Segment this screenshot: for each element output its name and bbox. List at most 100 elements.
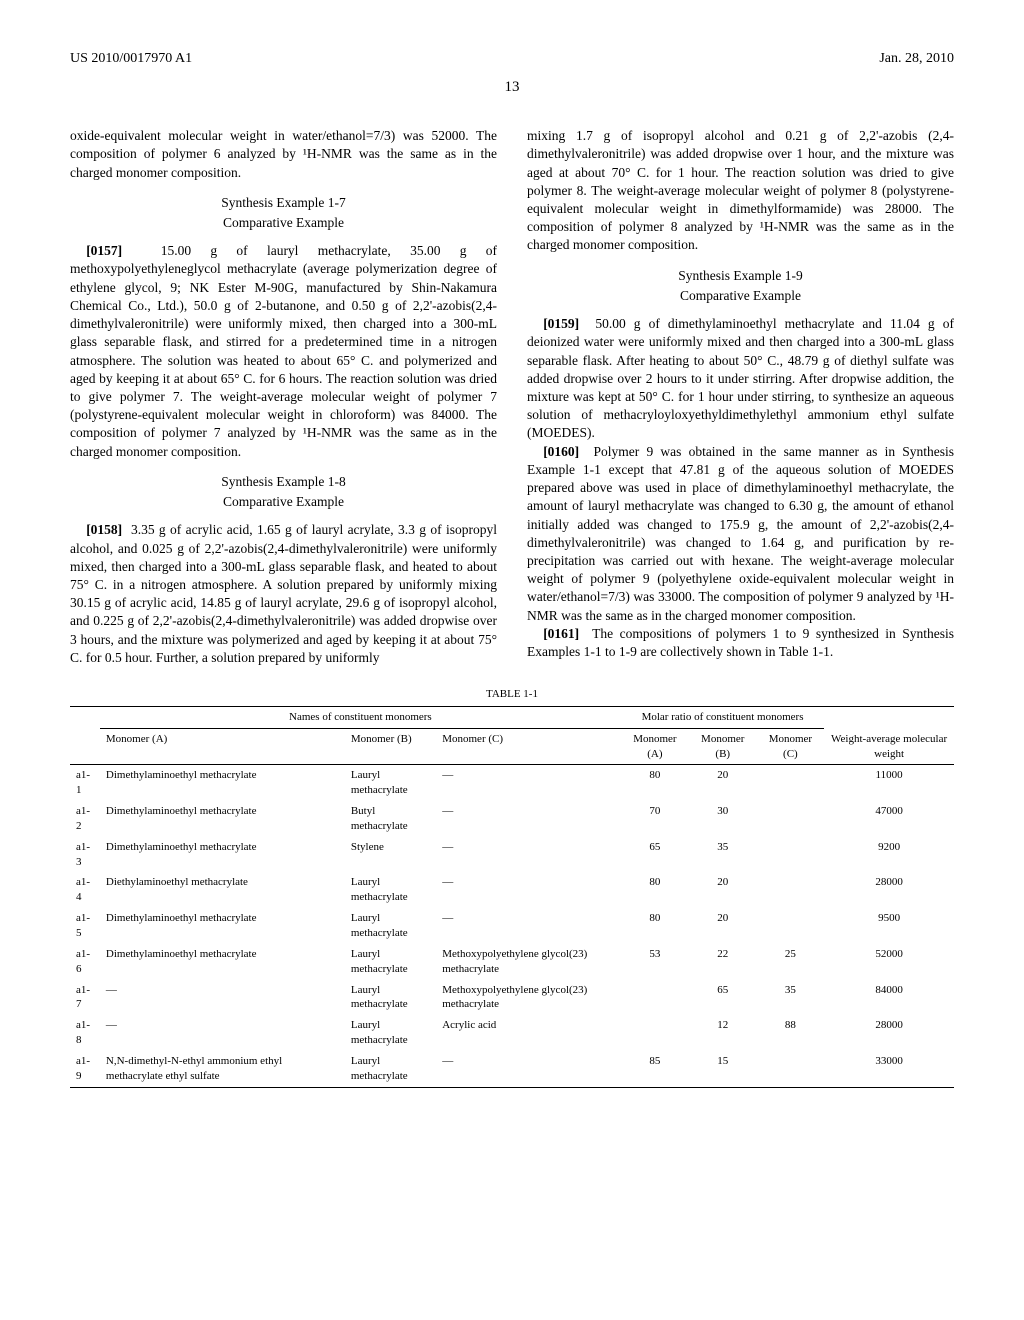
ratio-c: 25 [757,944,825,980]
monomer-c: Acrylic acid [436,1015,621,1051]
monomer-a: — [100,980,345,1016]
table-row: a1-3Dimethylaminoethyl methacrylateStyle… [70,837,954,873]
monomer-c: — [436,1051,621,1087]
paragraph-0161: [0161] The compositions of polymers 1 to… [527,625,954,661]
ratio-b: 22 [689,944,757,980]
row-id: a1-6 [70,944,100,980]
table-row: a1-8—Lauryl methacrylateAcrylic acid1288… [70,1015,954,1051]
ratio-c [757,1051,825,1087]
monomer-a: Diethylaminoethyl methacrylate [100,872,345,908]
ratio-c: 35 [757,980,825,1016]
ratio-a: 80 [621,872,689,908]
monomer-a: Dimethylaminoethyl methacrylate [100,944,345,980]
monomer-b: Lauryl methacrylate [345,908,436,944]
monomer-b: Lauryl methacrylate [345,980,436,1016]
ratio-c [757,837,825,873]
publication-date: Jan. 28, 2010 [879,50,954,69]
molecular-weight: 9200 [824,837,954,873]
ratio-b: 20 [689,908,757,944]
subheading-1-9: Comparative Example [527,287,954,305]
row-id: a1-8 [70,1015,100,1051]
ratio-a: 65 [621,837,689,873]
para-text-0157: 15.00 g of lauryl methacrylate, 35.00 g … [70,243,497,458]
row-id: a1-2 [70,801,100,837]
molecular-weight: 28000 [824,872,954,908]
ratio-a [621,1015,689,1051]
paragraph-0160: [0160] Polymer 9 was obtained in the sam… [527,443,954,625]
paragraph-cont: mixing 1.7 g of isopropyl alcohol and 0.… [527,127,954,255]
molecular-weight: 11000 [824,765,954,801]
table-caption: TABLE 1-1 [70,687,954,702]
molecular-weight: 47000 [824,801,954,837]
row-id: a1-7 [70,980,100,1016]
ratio-c: 88 [757,1015,825,1051]
ratio-a: 85 [621,1051,689,1087]
ratio-c [757,801,825,837]
ratio-c [757,872,825,908]
monomer-c: — [436,837,621,873]
para-text-0161: The compositions of polymers 1 to 9 synt… [527,626,954,659]
para-num-0158: [0158] [86,522,122,537]
monomer-c: — [436,801,621,837]
col-h-0 [70,728,100,765]
ratio-b: 65 [689,980,757,1016]
monomer-a: N,N-dimethyl-N-ethyl ammonium ethyl meth… [100,1051,345,1087]
table-row: a1-4Diethylaminoethyl methacrylateLauryl… [70,872,954,908]
molecular-weight: 33000 [824,1051,954,1087]
monomer-c: — [436,765,621,801]
monomer-c: Methoxypolyethylene glycol(23) methacryl… [436,980,621,1016]
group-header-row: Names of constituent monomers Molar rati… [70,707,954,728]
ratio-b: 30 [689,801,757,837]
ratio-a: 80 [621,765,689,801]
monomer-b: Lauryl methacrylate [345,944,436,980]
page-number: 13 [70,77,954,97]
monomer-a: Dimethylaminoethyl methacrylate [100,837,345,873]
monomer-a: Dimethylaminoethyl methacrylate [100,908,345,944]
page-header: US 2010/0017970 A1 Jan. 28, 2010 [70,50,954,69]
ratio-b: 20 [689,765,757,801]
para-num-0161: [0161] [543,626,579,641]
subheading-1-8: Comparative Example [70,493,497,511]
monomer-b: Lauryl methacrylate [345,872,436,908]
row-id: a1-3 [70,837,100,873]
paragraph-0159: [0159] 50.00 g of dimethylaminoethyl met… [527,315,954,443]
col-h-3: Monomer (C) [436,728,621,765]
para-text-0158: 3.35 g of acrylic acid, 1.65 g of lauryl… [70,522,497,665]
publication-number: US 2010/0017970 A1 [70,50,192,69]
heading-synthesis-1-8: Synthesis Example 1-8 [70,473,497,491]
table-row: a1-6Dimethylaminoethyl methacrylateLaury… [70,944,954,980]
table-row: a1-7—Lauryl methacrylateMethoxypolyethyl… [70,980,954,1016]
ratio-a [621,980,689,1016]
group-header-names: Names of constituent monomers [100,707,621,728]
two-column-layout: oxide-equivalent molecular weight in wat… [70,127,954,667]
monomer-b: Stylene [345,837,436,873]
heading-synthesis-1-7: Synthesis Example 1-7 [70,194,497,212]
monomer-c: — [436,908,621,944]
col-h-2: Monomer (B) [345,728,436,765]
heading-synthesis-1-9: Synthesis Example 1-9 [527,267,954,285]
molecular-weight: 84000 [824,980,954,1016]
monomer-b: Lauryl methacrylate [345,1015,436,1051]
col-h-1: Monomer (A) [100,728,345,765]
para-num-0160: [0160] [543,444,579,459]
para-text-0160: Polymer 9 was obtained in the same manne… [527,444,954,623]
left-column: oxide-equivalent molecular weight in wat… [70,127,497,667]
ratio-a: 53 [621,944,689,980]
monomer-c: — [436,872,621,908]
monomer-b: Lauryl methacrylate [345,1051,436,1087]
row-id: a1-4 [70,872,100,908]
ratio-c [757,765,825,801]
subheading-1-7: Comparative Example [70,214,497,232]
group-header-ratio: Molar ratio of constituent monomers [621,707,824,728]
monomer-b: Lauryl methacrylate [345,765,436,801]
right-column: mixing 1.7 g of isopropyl alcohol and 0.… [527,127,954,667]
paragraph-0157: [0157] 15.00 g of lauryl methacrylate, 3… [70,242,497,461]
table-row: a1-9N,N-dimethyl-N-ethyl ammonium ethyl … [70,1051,954,1087]
monomer-c: Methoxypolyethylene glycol(23) methacryl… [436,944,621,980]
para-text-0159: 50.00 g of dimethylaminoethyl methacryla… [527,316,954,440]
table-1-1: Names of constituent monomers Molar rati… [70,706,954,1088]
ratio-c [757,908,825,944]
para-num-0159: [0159] [543,316,579,331]
molecular-weight: 28000 [824,1015,954,1051]
paragraph-0158: [0158] 3.35 g of acrylic acid, 1.65 g of… [70,521,497,667]
